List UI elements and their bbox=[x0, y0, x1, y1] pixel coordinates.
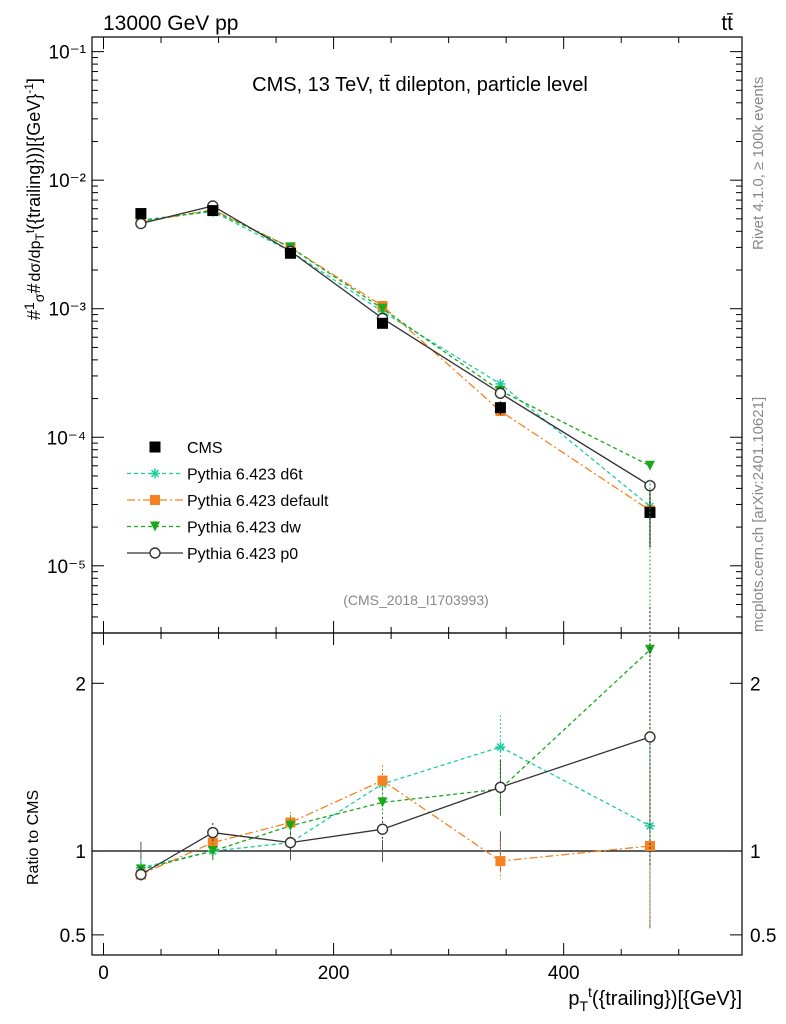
rivet-label: Rivet 4.1.0, ≥ 100k events bbox=[750, 77, 767, 250]
marker-square bbox=[495, 856, 506, 867]
series-line bbox=[140, 208, 651, 511]
marker-triangle bbox=[644, 460, 655, 471]
ratio-series-line bbox=[140, 779, 651, 876]
marker-star-stroke bbox=[150, 469, 160, 478]
legend-label: CMS bbox=[187, 440, 223, 457]
marker-triangle bbox=[150, 521, 160, 532]
marker-triangle bbox=[207, 846, 218, 857]
x-axis-label: pTt({trailing})[{GeV}] bbox=[568, 984, 742, 1014]
y-tick-label: 10⁻² bbox=[49, 171, 87, 192]
y-axis-label: #1σ#dσ/dpTt({trailing}))[{GeV}-1] bbox=[21, 78, 47, 320]
marker-triangle bbox=[644, 644, 655, 655]
x-tick-label: 400 bbox=[548, 963, 580, 984]
marker-circle bbox=[149, 547, 161, 559]
legend: CMS Pythia 6.423 d6t Pythia 6.423 default P… bbox=[127, 440, 329, 563]
marker-triangle bbox=[285, 820, 296, 831]
legend-label: Pythia 6.423 default bbox=[187, 493, 329, 510]
marker-square bbox=[150, 495, 160, 505]
marker-square bbox=[377, 775, 388, 786]
header-left: 13000 GeV pp bbox=[103, 12, 238, 35]
analysis-watermark: (CMS_2018_I1703993) bbox=[343, 592, 489, 608]
ratio-plot-frame bbox=[91, 632, 743, 956]
x-tick-label: 200 bbox=[318, 963, 350, 984]
ratio-series-line bbox=[140, 746, 651, 869]
mcplots-label: mcplots.cern.ch [arXiv:2401.10621] bbox=[750, 397, 767, 632]
y-tick-label: 10⁻⁵ bbox=[47, 557, 86, 578]
header-right: tt̄ bbox=[721, 12, 733, 35]
marker-star-stroke bbox=[645, 821, 654, 830]
marker-triangle bbox=[377, 303, 388, 314]
y-tick-label: 10⁻³ bbox=[49, 300, 87, 321]
marker-star-stroke bbox=[496, 743, 505, 752]
marker-square bbox=[149, 441, 161, 453]
axis-ticks: 0 200 400 10⁻⁵ 10⁻⁴ 10⁻³ 10⁻² 10⁻¹ 0.5 0.5 1 1 2 2 bbox=[47, 37, 776, 984]
ratio-tick-label: 0.5 bbox=[750, 926, 776, 947]
ratio-tick-label: 2 bbox=[75, 674, 86, 695]
marker-triangle bbox=[377, 797, 388, 808]
ratio-y-axis-label: Ratio to CMS bbox=[25, 790, 42, 885]
marker-circle bbox=[135, 217, 147, 230]
ratio-tick-label: 1 bbox=[75, 842, 86, 863]
marker-circle bbox=[644, 731, 656, 743]
x-tick-label: 0 bbox=[98, 963, 109, 984]
main-series-group bbox=[135, 200, 656, 548]
marker-square bbox=[376, 317, 388, 329]
legend-label: Pythia 6.423 dw bbox=[187, 520, 301, 537]
chart-title: CMS, 13 TeV, tt̄ dilepton, particle leve… bbox=[252, 74, 588, 96]
marker-circle bbox=[284, 836, 297, 849]
ratio-tick-label: 0.5 bbox=[60, 926, 86, 947]
marker-circle bbox=[494, 387, 507, 399]
ratio-series-line bbox=[140, 649, 651, 871]
series-line bbox=[140, 209, 651, 467]
marker-square bbox=[494, 402, 506, 414]
ratio-tick-label: 2 bbox=[750, 674, 761, 695]
legend-label: Pythia 6.423 p0 bbox=[187, 546, 298, 563]
marker-square bbox=[207, 205, 219, 217]
marker-square bbox=[284, 247, 296, 259]
ratio-series-group bbox=[135, 479, 656, 929]
legend-label: Pythia 6.423 d6t bbox=[187, 467, 303, 484]
y-tick-label: 10⁻¹ bbox=[49, 43, 87, 64]
marker-star bbox=[150, 468, 160, 479]
y-tick-label: 10⁻⁴ bbox=[47, 428, 86, 449]
series-line bbox=[140, 210, 651, 507]
ratio-series-line bbox=[140, 736, 651, 876]
marker-square bbox=[644, 840, 655, 851]
main-plot-frame bbox=[91, 36, 743, 634]
ratio-tick-label: 1 bbox=[750, 842, 761, 863]
marker-star bbox=[495, 742, 506, 753]
series-line bbox=[140, 205, 651, 487]
marker-square bbox=[135, 208, 147, 220]
marker-circle bbox=[376, 823, 389, 835]
marker-circle bbox=[135, 868, 147, 881]
marker-circle bbox=[494, 781, 507, 793]
marker-circle bbox=[207, 826, 219, 839]
